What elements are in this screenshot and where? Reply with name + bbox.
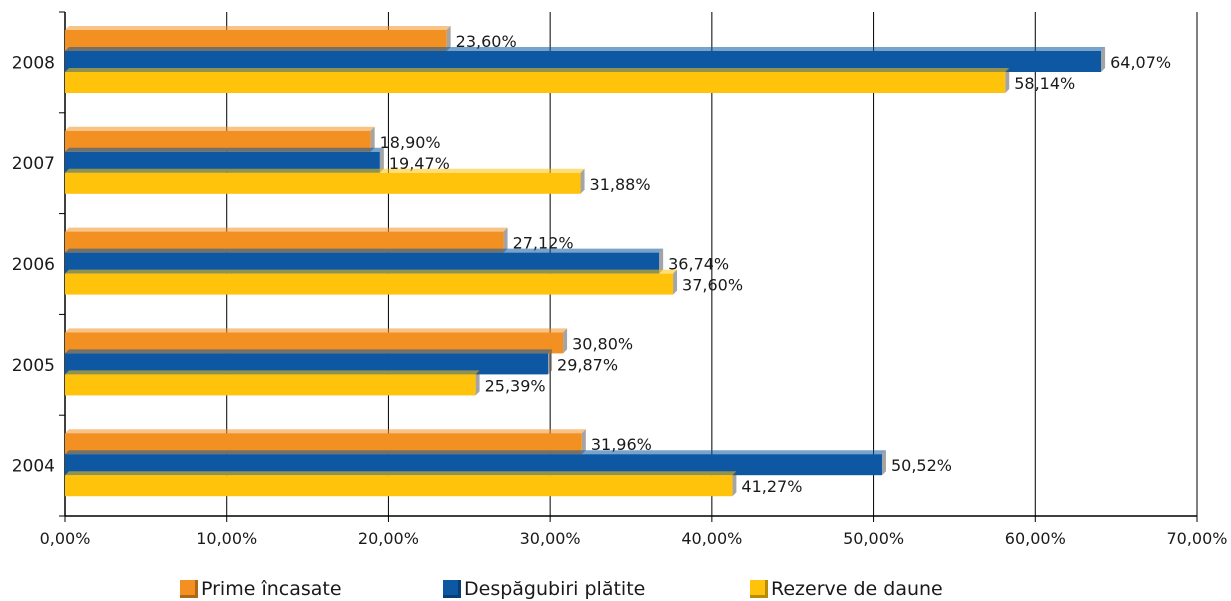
bar-top-face xyxy=(65,328,568,333)
bar xyxy=(65,454,882,476)
bar xyxy=(65,353,549,375)
legend-item: Rezerve de daune xyxy=(750,578,943,600)
bar xyxy=(65,30,447,51)
bar-top-face xyxy=(65,349,553,354)
bar xyxy=(65,252,660,274)
bar-side-face xyxy=(732,471,737,497)
legend-swatch xyxy=(750,580,768,598)
bar-top-face xyxy=(65,126,375,131)
bar-side-face xyxy=(580,168,585,194)
bar xyxy=(65,51,1102,72)
bar-top-face xyxy=(65,248,664,253)
y-tick-label: 2008 xyxy=(12,53,55,73)
legend-item: Prime încasate xyxy=(180,578,342,600)
bar xyxy=(65,72,1006,93)
x-tick-label: 10,00% xyxy=(196,529,257,548)
bar xyxy=(65,374,476,396)
bar xyxy=(65,433,582,455)
bar-side-face xyxy=(1005,68,1010,93)
bar-side-face xyxy=(548,349,553,375)
data-label: 58,14% xyxy=(1014,74,1075,93)
x-tick-label: 60,00% xyxy=(1005,529,1066,548)
data-label: 50,52% xyxy=(891,456,952,475)
bar-side-face xyxy=(379,147,384,173)
bar-side-face xyxy=(581,429,586,455)
y-tick-label: 2007 xyxy=(12,154,55,174)
bar-side-face xyxy=(881,450,886,476)
data-label: 19,47% xyxy=(389,154,450,173)
bar-top-face xyxy=(65,269,678,274)
y-tick-label: 2004 xyxy=(12,457,55,477)
x-tick-label: 30,00% xyxy=(520,529,581,548)
data-label: 64,07% xyxy=(1110,53,1171,72)
bar-top-face xyxy=(65,147,384,152)
x-tick-label: 50,00% xyxy=(843,529,904,548)
legend-label: Prime încasate xyxy=(201,578,342,600)
data-label: 36,74% xyxy=(668,255,729,274)
legend-label: Rezerve de daune xyxy=(771,578,943,600)
bar-side-face xyxy=(563,328,568,354)
data-label: 31,96% xyxy=(591,435,652,454)
x-tick-label: 70,00% xyxy=(1166,529,1227,548)
bar-side-face xyxy=(446,26,451,51)
legend-swatch xyxy=(443,580,461,598)
data-label: 29,87% xyxy=(557,355,618,374)
legend-swatch xyxy=(180,580,198,598)
data-label: 41,27% xyxy=(741,477,802,496)
bar-side-face xyxy=(659,248,664,274)
bar xyxy=(65,332,564,354)
data-label: 23,60% xyxy=(456,32,517,51)
bar xyxy=(65,231,504,253)
data-label: 25,39% xyxy=(485,376,546,395)
bar-top-face xyxy=(65,47,1106,51)
bar-top-face xyxy=(65,26,451,30)
y-tick-label: 2005 xyxy=(12,356,55,376)
bar-top-face xyxy=(65,429,586,434)
bar-side-face xyxy=(503,227,508,253)
x-tick-label: 0,00% xyxy=(40,529,91,548)
bar-side-face xyxy=(673,269,678,295)
legend-item: Despăgubiri plătite xyxy=(443,578,645,600)
bar-side-face xyxy=(475,370,480,396)
bar xyxy=(65,273,674,295)
y-tick-label: 2006 xyxy=(12,255,55,275)
data-label: 18,90% xyxy=(380,133,441,152)
data-label: 30,80% xyxy=(572,334,633,353)
x-tick-label: 20,00% xyxy=(358,529,419,548)
legend-label: Despăgubiri plătite xyxy=(464,578,646,600)
legend: Prime încasate Despăgubiri plătite Rezerve… xyxy=(0,574,1231,601)
bar xyxy=(65,172,581,194)
bar-side-face xyxy=(370,126,375,152)
bar xyxy=(65,130,371,152)
bar xyxy=(65,151,380,173)
bar-top-face xyxy=(65,471,737,476)
x-tick-label: 40,00% xyxy=(681,529,742,548)
bar-top-face xyxy=(65,450,886,455)
bar-top-face xyxy=(65,227,508,232)
bar-top-face xyxy=(65,168,585,173)
bar xyxy=(65,475,733,497)
data-label: 27,12% xyxy=(513,234,574,253)
bar-top-face xyxy=(65,370,480,375)
bar-top-face xyxy=(65,68,1010,72)
data-label: 37,60% xyxy=(682,276,743,295)
bar-chart: 0,00% 10,00% 20,00% 30,00% 40,00% 50,00% 60,00… xyxy=(12,11,1228,548)
bar-side-face xyxy=(1101,47,1106,72)
data-label: 31,88% xyxy=(590,175,651,194)
